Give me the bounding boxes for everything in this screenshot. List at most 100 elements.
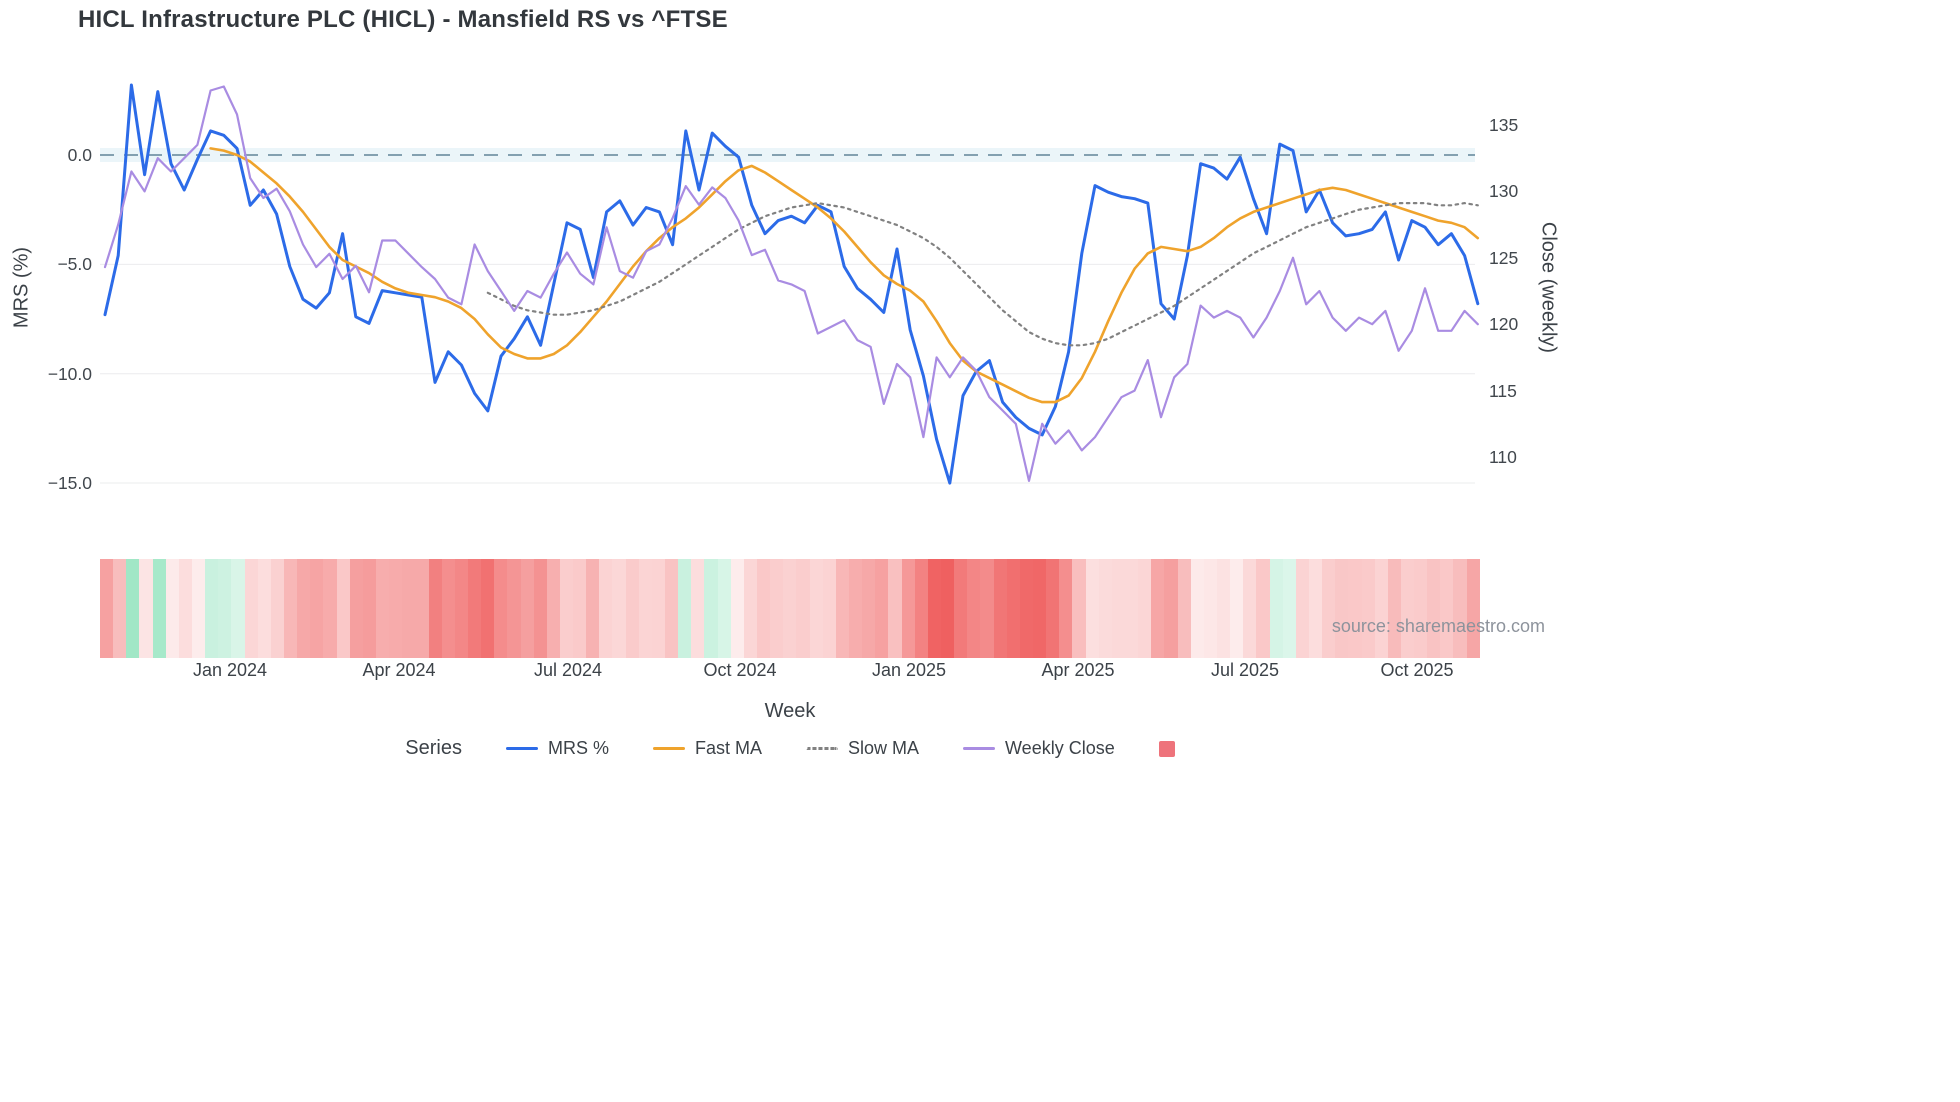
x-axis-tick-label: Apr 2024 xyxy=(362,660,436,680)
heatmap-cell xyxy=(1111,559,1125,658)
axis-tick-label: 120 xyxy=(1489,314,1519,334)
heatmap-cell xyxy=(1282,559,1296,658)
heatmap-cell xyxy=(1295,559,1309,658)
heatmap-cell xyxy=(783,559,797,658)
heatmap-cell xyxy=(1322,559,1336,658)
heatmap-cell xyxy=(1230,559,1244,658)
heatmap-cell xyxy=(494,559,508,658)
heatmap-cell xyxy=(586,559,600,658)
heatmap-cell xyxy=(901,559,915,658)
heatmap-cell xyxy=(231,559,245,658)
heatmap-cell xyxy=(454,559,468,658)
heatmap-cell xyxy=(835,559,850,658)
heatmap-cell xyxy=(336,559,350,658)
heatmap-cell xyxy=(467,559,482,658)
heatmap-cell xyxy=(888,559,902,658)
heatmap-cell xyxy=(954,559,968,658)
legend-item-label: Fast MA xyxy=(694,738,762,758)
heatmap-cell xyxy=(704,559,718,658)
axis-tick-label: 110 xyxy=(1489,447,1517,467)
heatmap-cell xyxy=(573,559,587,658)
x-axis-tick-label: Jan 2025 xyxy=(871,660,947,680)
heatmap-cell xyxy=(1216,559,1231,658)
heatmap-cell xyxy=(1164,559,1178,658)
heatmap-cell xyxy=(1046,559,1060,658)
heatmap-cell xyxy=(1059,559,1073,658)
axis-tick-label: 125 xyxy=(1489,248,1519,268)
axis-tick-label: 130 xyxy=(1489,181,1519,201)
heatmap-cell xyxy=(546,559,560,658)
heatmap-cell xyxy=(428,559,442,658)
heatmap-cell xyxy=(1138,559,1152,658)
series-line-fast-ma xyxy=(209,147,1480,404)
right-axis-ticks: 135 130 125 120 115 110 xyxy=(1489,0,1569,560)
legend-line-swatch xyxy=(963,747,996,750)
legend-item-label: Weekly Close xyxy=(1005,738,1115,758)
heatmap-cell xyxy=(244,559,258,658)
heatmap-cell xyxy=(927,559,941,658)
heatmap-cell xyxy=(914,559,928,658)
heatmap-cell xyxy=(139,559,153,658)
heatmap-cell xyxy=(218,559,232,658)
heatmap-cell xyxy=(297,559,311,658)
heatmap-cell xyxy=(822,559,836,658)
axis-tick-label: −5.0 xyxy=(57,254,92,274)
axis-tick-label: −10.0 xyxy=(47,364,92,384)
legend-item-label: Slow MA xyxy=(848,738,920,758)
heatmap-cell xyxy=(1453,559,1467,658)
x-axis-tick-label: Jul 2025 xyxy=(1210,660,1280,680)
heatmap-cell xyxy=(415,559,429,658)
x-axis-tick-label: Oct 2025 xyxy=(1380,660,1454,680)
heatmap-cell xyxy=(941,559,955,658)
heatmap-cell xyxy=(638,559,652,658)
heatmap-cell xyxy=(1335,559,1349,658)
heatmap-cell xyxy=(310,559,324,658)
heatmap-cell xyxy=(1387,559,1401,658)
heatmap-cell xyxy=(770,559,784,658)
heatmap-cell xyxy=(612,559,626,658)
heatmap-cell xyxy=(520,559,534,658)
legend-item-slow-ma: Slow MA xyxy=(806,738,919,759)
heatmap-cell xyxy=(1427,559,1441,658)
heatmap-cell xyxy=(191,559,206,658)
x-axis-tick-label: Apr 2025 xyxy=(1041,660,1115,680)
heatmap-cell xyxy=(1203,559,1217,658)
heatmap-cell xyxy=(1243,559,1257,658)
legend-item-heatmap-swatch xyxy=(1158,740,1175,757)
heatmap-cell xyxy=(1414,559,1428,658)
heatmap-cell xyxy=(1006,559,1020,658)
heatmap-cell xyxy=(1400,559,1415,658)
legend-line-swatch xyxy=(806,747,838,750)
heatmap-cell xyxy=(980,559,994,658)
heatmap-cell xyxy=(1440,559,1454,658)
legend-line-swatch xyxy=(652,747,685,750)
x-axis-tick-label: Oct 2024 xyxy=(703,660,777,680)
series-line-weekly-close xyxy=(103,85,1479,482)
heatmap-cell xyxy=(126,559,140,658)
x-axis-ticks: Jan 2024 Apr 2024 Jul 2024 Oct 2024 Jan 2025… xyxy=(100,660,1480,688)
heatmap-strip xyxy=(100,559,1480,658)
heatmap-cell xyxy=(757,559,771,658)
left-axis-ticks: 0.0 −5.0 −10.0 −15.0 xyxy=(0,0,94,560)
heatmap-cell xyxy=(625,559,639,658)
heatmap-cell xyxy=(257,559,271,658)
x-axis-tick-label: Jan 2024 xyxy=(192,660,268,680)
legend-title: Series xyxy=(405,737,462,759)
heatmap-cell xyxy=(349,559,363,658)
heatmap-cell xyxy=(1151,559,1165,658)
heatmap-cell xyxy=(559,559,574,658)
legend-items: MRS % Fast MA Slow MA Weekly Close xyxy=(505,738,1175,759)
heatmap-cell xyxy=(375,559,390,658)
heatmap-cell xyxy=(849,559,863,658)
heatmap-cell xyxy=(362,559,376,658)
axis-tick-label: −15.0 xyxy=(47,473,92,493)
heatmap-cell xyxy=(178,559,192,658)
axis-tick-label: 135 xyxy=(1489,115,1519,135)
heatmap-cell xyxy=(967,559,981,658)
heatmap-cell xyxy=(283,559,298,658)
heatmap-cell xyxy=(100,559,114,658)
legend-square-swatch xyxy=(1158,740,1175,757)
heatmap-cell xyxy=(651,559,666,658)
heatmap-cell xyxy=(599,559,613,658)
